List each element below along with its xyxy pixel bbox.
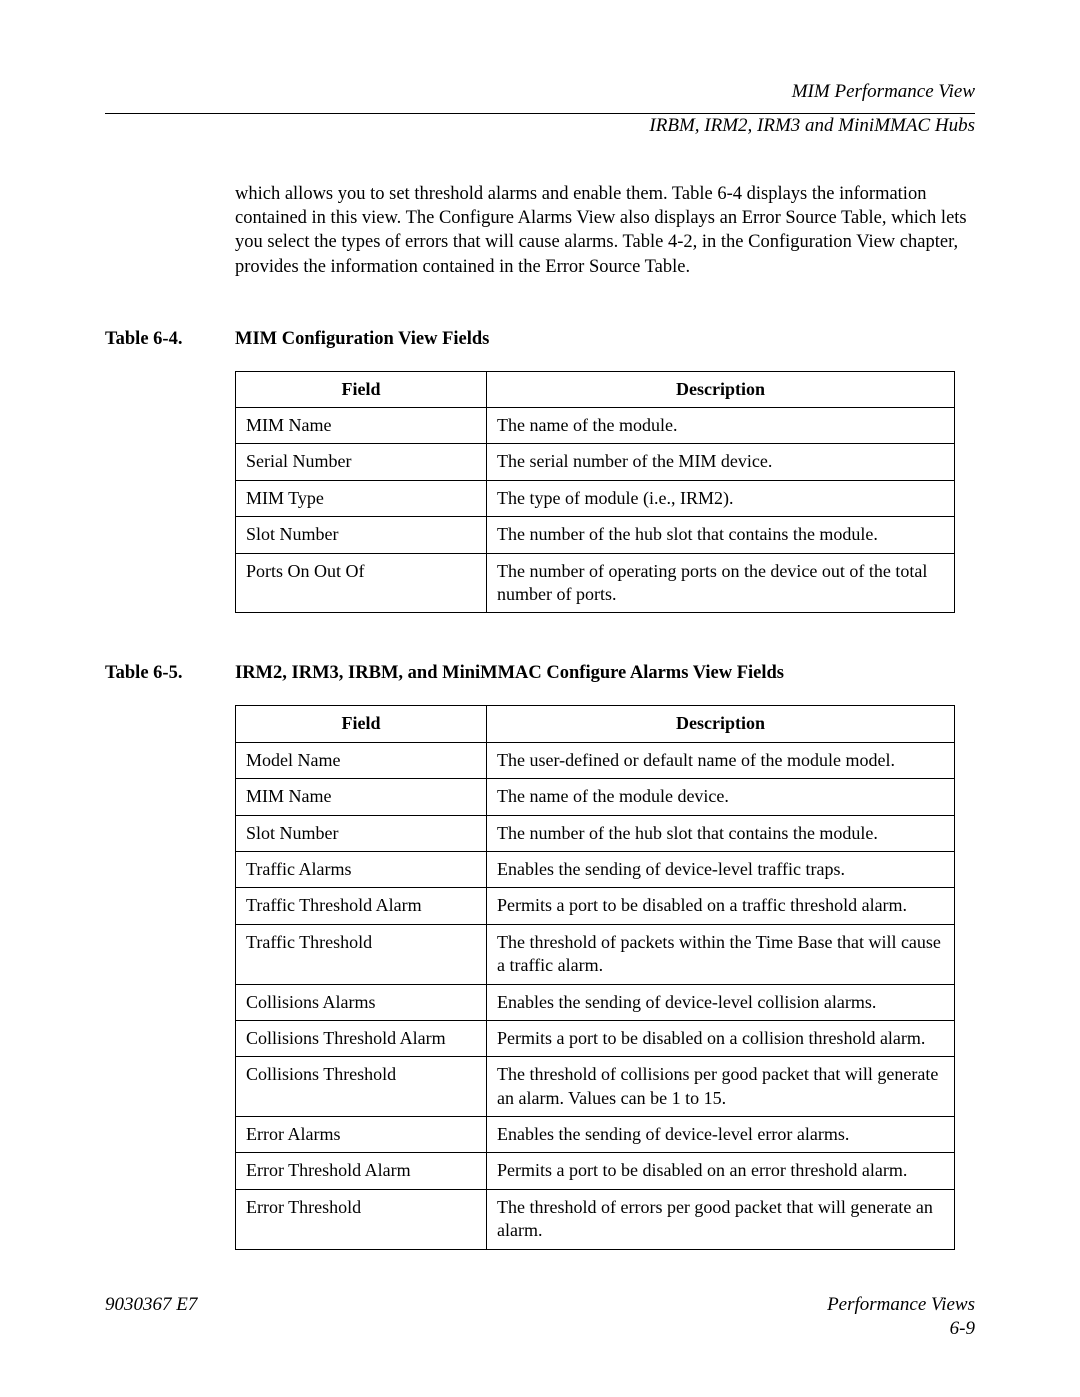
cell-description: Permits a port to be disabled on an erro… <box>487 1153 955 1189</box>
table-row: Slot NumberThe number of the hub slot th… <box>236 815 955 851</box>
page-footer: 9030367 E7 Performance Views 6-9 <box>105 1293 975 1342</box>
cell-description: Enables the sending of device-level coll… <box>487 984 955 1020</box>
cell-description: The type of module (i.e., IRM2). <box>487 480 955 516</box>
cell-description: The number of operating ports on the dev… <box>487 553 955 613</box>
cell-description: Enables the sending of device-level traf… <box>487 851 955 887</box>
cell-field: MIM Type <box>236 480 487 516</box>
cell-field: Serial Number <box>236 444 487 480</box>
cell-field: Slot Number <box>236 517 487 553</box>
col-header-field: Field <box>236 371 487 407</box>
table-row: Slot NumberThe number of the hub slot th… <box>236 517 955 553</box>
cell-field: Collisions Threshold <box>236 1057 487 1117</box>
cell-field: Error Alarms <box>236 1117 487 1153</box>
cell-field: Model Name <box>236 742 487 778</box>
cell-field: Collisions Alarms <box>236 984 487 1020</box>
body-paragraph: which allows you to set threshold alarms… <box>235 182 975 278</box>
table-row: Collisions AlarmsEnables the sending of … <box>236 984 955 1020</box>
cell-description: Permits a port to be disabled on a colli… <box>487 1020 955 1056</box>
table-row: Traffic AlarmsEnables the sending of dev… <box>236 851 955 887</box>
table-6-5-label: Table 6-5. <box>105 661 235 685</box>
table-row: Ports On Out OfThe number of operating p… <box>236 553 955 613</box>
cell-field: Error Threshold <box>236 1189 487 1249</box>
table-row: Collisions Threshold AlarmPermits a port… <box>236 1020 955 1056</box>
col-header-field: Field <box>236 706 487 742</box>
cell-field: MIM Name <box>236 779 487 815</box>
cell-field: Traffic Threshold <box>236 924 487 984</box>
cell-field: Collisions Threshold Alarm <box>236 1020 487 1056</box>
footer-page-number: 6-9 <box>950 1318 975 1339</box>
cell-description: Permits a port to be disabled on a traff… <box>487 888 955 924</box>
cell-description: The threshold of packets within the Time… <box>487 924 955 984</box>
col-header-description: Description <box>487 706 955 742</box>
cell-description: The name of the module. <box>487 408 955 444</box>
cell-description: The threshold of collisions per good pac… <box>487 1057 955 1117</box>
cell-description: The number of the hub slot that contains… <box>487 517 955 553</box>
cell-field: Error Threshold Alarm <box>236 1153 487 1189</box>
table-6-5-heading: Table 6-5. IRM2, IRM3, IRBM, and MiniMMA… <box>105 661 975 685</box>
cell-description: The user-defined or default name of the … <box>487 742 955 778</box>
table-6-5-title: IRM2, IRM3, IRBM, and MiniMMAC Configure… <box>235 661 975 685</box>
table-row: Field Description <box>236 371 955 407</box>
header-title: MIM Performance View <box>105 80 975 105</box>
table-row: Serial NumberThe serial number of the MI… <box>236 444 955 480</box>
table-row: Traffic Threshold AlarmPermits a port to… <box>236 888 955 924</box>
table-row: Error Threshold AlarmPermits a port to b… <box>236 1153 955 1189</box>
table-row: Traffic ThresholdThe threshold of packet… <box>236 924 955 984</box>
cell-description: The number of the hub slot that contains… <box>487 815 955 851</box>
cell-description: The serial number of the MIM device. <box>487 444 955 480</box>
table-row: Field Description <box>236 706 955 742</box>
table-row: MIM TypeThe type of module (i.e., IRM2). <box>236 480 955 516</box>
table-6-4-label: Table 6-4. <box>105 327 235 351</box>
cell-field: Traffic Alarms <box>236 851 487 887</box>
table-6-5: Field Description Model NameThe user-def… <box>235 705 955 1249</box>
cell-description: The name of the module device. <box>487 779 955 815</box>
col-header-description: Description <box>487 371 955 407</box>
table-6-4-heading: Table 6-4. MIM Configuration View Fields <box>105 327 975 351</box>
table-row: MIM NameThe name of the module device. <box>236 779 955 815</box>
header-subtitle: IRBM, IRM2, IRM3 and MiniMMAC Hubs <box>105 114 975 139</box>
table-6-4-title: MIM Configuration View Fields <box>235 327 975 351</box>
cell-field: Slot Number <box>236 815 487 851</box>
cell-description: Enables the sending of device-level erro… <box>487 1117 955 1153</box>
cell-field: MIM Name <box>236 408 487 444</box>
table-row: Collisions ThresholdThe threshold of col… <box>236 1057 955 1117</box>
table-row: Error ThresholdThe threshold of errors p… <box>236 1189 955 1249</box>
footer-doc-id: 9030367 E7 <box>105 1293 197 1318</box>
footer-section-title: Performance Views <box>827 1294 975 1315</box>
cell-field: Traffic Threshold Alarm <box>236 888 487 924</box>
table-row: Model NameThe user-defined or default na… <box>236 742 955 778</box>
cell-description: The threshold of errors per good packet … <box>487 1189 955 1249</box>
table-6-4: Field Description MIM NameThe name of th… <box>235 371 955 614</box>
cell-field: Ports On Out Of <box>236 553 487 613</box>
table-row: Error AlarmsEnables the sending of devic… <box>236 1117 955 1153</box>
table-row: MIM NameThe name of the module. <box>236 408 955 444</box>
